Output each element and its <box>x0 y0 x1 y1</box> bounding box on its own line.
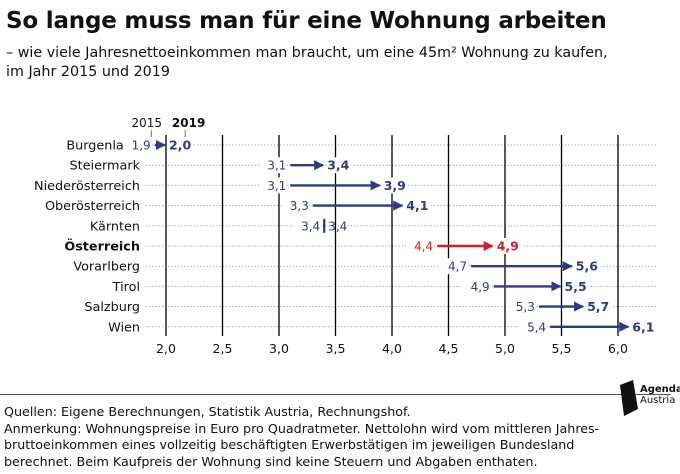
value-label-bg <box>563 278 590 295</box>
value-label-2015: 1,9 <box>132 139 151 153</box>
chart-subtitle: – wie viele Jahresnettoeinkommen man bra… <box>6 44 666 82</box>
sources-text: Quellen: Eigene Berechnungen, Statistik … <box>4 404 411 419</box>
x-tick-label: 3,5 <box>326 341 346 356</box>
value-label-2019: 2,0 <box>169 138 191 153</box>
value-label-2019: 6,1 <box>632 319 654 334</box>
legend-label-2015: 2015 <box>132 116 163 130</box>
value-label-bg <box>168 137 194 153</box>
value-label-bg <box>507 298 535 315</box>
legend-label-2019: 2019 <box>172 116 205 130</box>
data-row: Kärnten 3,4 3,4 <box>90 217 347 234</box>
value-label-bg <box>259 177 287 194</box>
x-tick-label: 4,0 <box>382 341 402 356</box>
row-label: Oberösterreich <box>45 199 140 214</box>
logo-line-2: Austria <box>640 395 676 406</box>
value-label-2019: 4,1 <box>406 198 428 213</box>
note-line-2: bruttoeinkommen eines vollzeitig beschäf… <box>4 437 575 452</box>
x-tick-label: 4,5 <box>439 341 459 356</box>
value-label-2019: 5,7 <box>587 299 609 314</box>
value-label-bg <box>462 278 490 295</box>
value-label-2019: 5,6 <box>576 259 598 274</box>
logo-wordmark: Agenda Austria <box>640 384 680 406</box>
data-row: Niederösterreich 3,1 3,9 <box>34 177 409 194</box>
value-label-bg <box>382 177 409 194</box>
value-label-2015: 3,1 <box>267 159 286 173</box>
value-label-2015: 3,1 <box>267 179 286 193</box>
x-tick-label: 3,0 <box>269 341 289 356</box>
subtitle-line-2: im Jahr 2015 und 2019 <box>6 64 170 80</box>
row-label: Österreich <box>64 239 140 255</box>
row-label: Burgenland <box>66 139 140 154</box>
value-label-2019: 5,5 <box>565 279 587 294</box>
value-label-2015: 5,3 <box>516 300 535 314</box>
row-label: Tirol <box>112 280 140 295</box>
note-line-1: Anmerkung: Wohnungspreise in Euro pro Qu… <box>4 420 600 436</box>
data-row: Vorarlberg 4,7 5,6 <box>73 258 601 275</box>
x-tick-label: 2,5 <box>213 341 233 356</box>
x-axis-tick-labels: 2,0 2,5 3,0 3,5 4,0 4,5 5,0 5,5 6,0 <box>156 341 628 356</box>
value-label-bg <box>574 258 601 275</box>
value-label-bg <box>326 157 353 174</box>
row-label: Salzburg <box>84 300 140 315</box>
subtitle-line-1: – wie viele Jahresnettoeinkommen man bra… <box>6 45 608 61</box>
row-label: Vorarlberg <box>73 260 140 275</box>
legend: 2015 2019 <box>132 116 205 137</box>
data-row: Salzburg 5,3 5,7 <box>84 298 613 315</box>
value-label-2019: 4,9 <box>497 239 519 254</box>
vertical-gridlines <box>165 135 619 336</box>
value-label-2019: 3,4 <box>327 158 349 173</box>
row-label: Wien <box>108 320 140 335</box>
agenda-austria-logo <box>620 380 638 416</box>
x-tick-label: 2,0 <box>156 341 176 356</box>
chart-title: So lange muss man für eine Wohnung arbei… <box>6 8 607 34</box>
value-label-bg <box>406 238 434 254</box>
value-label-bg <box>405 197 432 214</box>
value-label-bg <box>586 298 613 315</box>
value-label-2015: 5,4 <box>527 320 546 334</box>
value-label-bg <box>495 238 522 254</box>
x-tick-label: 5,0 <box>495 341 515 356</box>
value-label-bg <box>281 197 309 214</box>
logo-line-1: Agenda <box>640 384 680 395</box>
data-row: Österreich 4,4 4,9 <box>64 238 522 255</box>
x-tick-label: 5,5 <box>552 341 572 356</box>
value-label-2015: 4,7 <box>448 260 467 274</box>
value-label-bg <box>123 137 151 153</box>
value-label-bg <box>519 318 547 335</box>
note-line-3: berechnet. Beim Kaufpreis der Wohnung si… <box>4 453 538 469</box>
footer-divider <box>0 394 671 395</box>
data-row: Wien 5,4 6,1 <box>108 318 658 335</box>
data-row: Steiermark 3,1 3,4 <box>70 157 353 174</box>
row-label: Kärnten <box>90 219 140 234</box>
value-label-2015: 4,4 <box>414 240 433 254</box>
footer-notes: Quellen: Eigene Berechnungen, Statistik … <box>4 404 604 470</box>
row-label: Niederösterreich <box>34 179 140 194</box>
value-label-2019: 3,9 <box>384 178 406 193</box>
value-label-bg <box>259 157 287 174</box>
value-label-2015: 4,9 <box>471 280 490 294</box>
value-label-bg <box>293 217 321 234</box>
x-tick-label: 6,0 <box>608 341 628 356</box>
dumbbell-chart: 2,0 2,5 3,0 3,5 4,0 4,5 5,0 5,5 6,0 2015 2019 Bur… <box>34 116 658 356</box>
value-label-bg <box>631 318 658 335</box>
row-label: Steiermark <box>70 159 141 174</box>
value-label-2015: 3,4 <box>301 219 320 233</box>
value-label-2019: 3,4 <box>328 219 347 233</box>
data-row: Tirol 4,9 5,5 <box>112 278 590 295</box>
value-label-bg <box>440 258 468 275</box>
data-row: Oberösterreich 3,3 4,1 <box>45 197 432 214</box>
value-label-2015: 3,3 <box>290 199 309 213</box>
